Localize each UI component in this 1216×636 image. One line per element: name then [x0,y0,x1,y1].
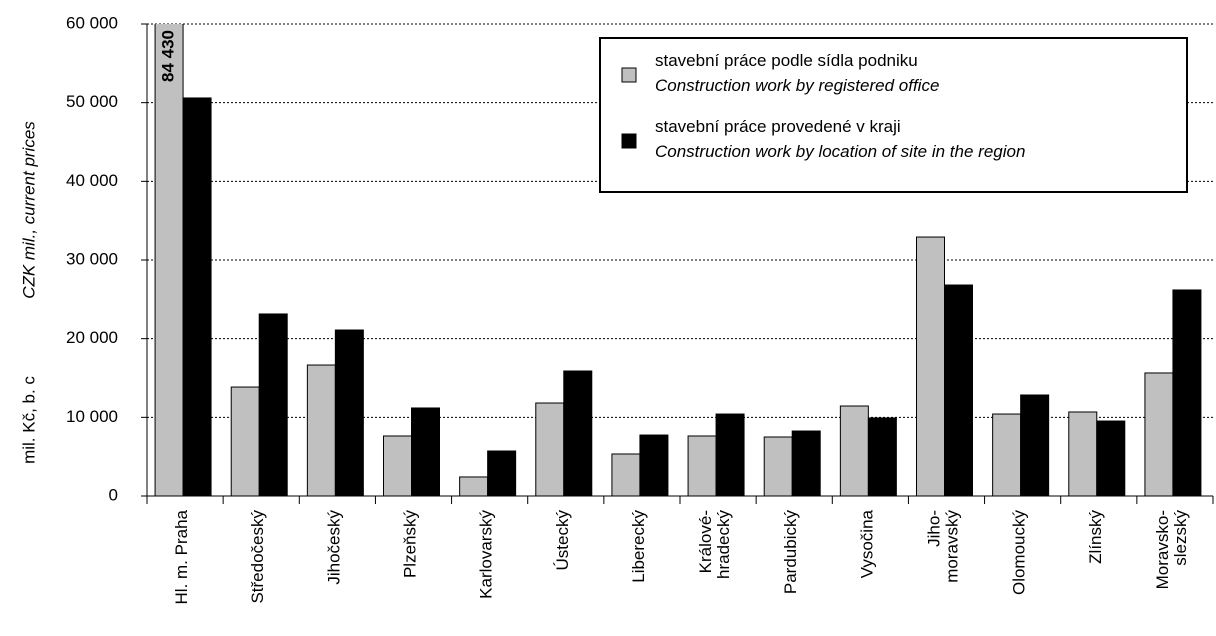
bar [639,434,669,497]
x-tick-label: Králové-hradecký [697,510,734,579]
legend-entry: stavební práce podle sídla podniku Constr… [655,51,939,95]
x-tick-label: Zlínský [1086,510,1105,564]
bar [182,97,212,497]
x-tick-label: Plzeňský [401,510,420,579]
bar [992,413,1022,497]
bar [563,370,593,497]
y-tick-label: 40 000 [66,171,118,190]
bar [611,453,641,497]
y-tick-label: 10 000 [66,407,118,426]
plot-area [154,24,1202,497]
bar [258,313,288,497]
x-tick-label: Pardubický [782,510,801,595]
bar [715,413,745,497]
bar [687,435,717,497]
legend-entry: stavební práce provedené v kraji Construc… [655,117,1025,161]
x-tick-label: Hl. m. Praha [173,509,192,604]
bar [306,364,336,497]
y-tick-label: 60 000 [66,13,118,32]
bar [944,284,973,497]
bar [1068,411,1098,497]
bar [411,407,440,497]
legend-swatch [621,133,637,149]
x-tick-label: Vysočina [858,509,877,578]
bar [1020,394,1050,497]
x-tick-label: Moravsko-slezský [1153,510,1190,590]
bar [1144,372,1174,497]
x-tick-label: Jihočeský [325,510,344,585]
x-tick-label: Jiho-moravský [925,510,962,583]
bar [1096,420,1126,497]
y-axis-label: mil. Kč, b. c [19,376,38,464]
bar [230,386,260,497]
y-tick-label: 20 000 [66,328,118,347]
y-axis-label-en: CZK mil., current prices [19,121,38,299]
legend-swatch [621,67,637,83]
bar [334,329,364,497]
value-label: 84 430 [159,30,178,82]
bar [839,405,869,497]
bar [867,417,897,497]
x-tick-label: Karlovarský [477,510,496,599]
bar [487,450,517,497]
x-tick-label: Ústecký [553,510,572,571]
y-tick-label: 30 000 [66,249,118,268]
bar [535,402,565,497]
legend-box [599,37,1188,193]
bar [916,236,945,497]
bar [791,430,821,497]
y-tick-label: 0 [109,485,118,504]
bar [763,436,793,497]
bar [1172,289,1202,497]
x-tick-label: Olomoucký [1010,510,1029,596]
x-tick-label: Středočeský [249,510,268,604]
x-tick-label: Liberecký [629,510,648,583]
y-tick-label: 50 000 [66,92,118,111]
bar [383,435,412,497]
bar [459,476,489,497]
